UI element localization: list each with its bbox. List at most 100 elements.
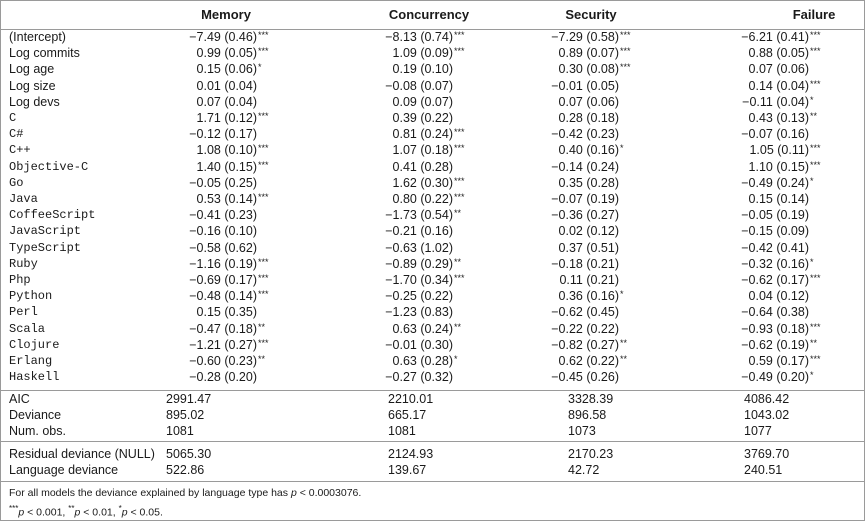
significance: * xyxy=(620,143,624,154)
significance: *** xyxy=(454,273,465,283)
column-header: Failure xyxy=(792,7,836,22)
footnote-text: ** xyxy=(68,504,75,513)
estimate: 0.39 (0.22) xyxy=(392,111,453,125)
estimate: −0.15 (0.09) xyxy=(741,224,809,239)
significance: *** xyxy=(454,30,465,40)
estimate: −0.25 (0.22) xyxy=(385,289,453,304)
estimate: −0.18 (0.21) xyxy=(551,256,619,271)
row-label: Java xyxy=(9,192,38,206)
statistic: 2991.47 xyxy=(166,392,212,406)
estimate: 0.15 (0.06) xyxy=(196,62,257,77)
row-label: JavaScript xyxy=(9,224,82,239)
estimate: 0.35 (0.28) xyxy=(558,175,619,190)
estimate: −0.28 (0.20) xyxy=(189,370,257,385)
estimate: −0.42 (0.41) xyxy=(741,240,809,255)
column-header: Security xyxy=(565,7,617,22)
estimate: 0.19 (0.10) xyxy=(392,62,453,77)
significance: *** xyxy=(258,337,269,348)
estimate: −1.21 (0.27) xyxy=(189,337,257,352)
estimate: 1.09 (0.09) xyxy=(392,46,453,61)
row-label: Num. obs. xyxy=(9,424,66,438)
significance: ** xyxy=(620,354,628,364)
significance: *** xyxy=(620,30,631,40)
row-label: Log age xyxy=(9,62,55,77)
estimate: 0.63 (0.28) xyxy=(392,354,453,368)
statistic: 42.72 xyxy=(568,463,600,477)
significance: ** xyxy=(810,111,818,121)
significance: *** xyxy=(454,127,465,138)
significance: *** xyxy=(454,46,465,57)
estimate: 0.01 (0.04) xyxy=(196,78,257,93)
significance: *** xyxy=(810,159,821,170)
statistic: 896.58 xyxy=(568,408,607,422)
significance: *** xyxy=(810,143,821,154)
significance: *** xyxy=(620,46,631,57)
estimate: −6.21 (0.41) xyxy=(741,30,809,44)
estimate: −0.11 (0.04) xyxy=(742,94,809,109)
significance: ** xyxy=(454,256,462,267)
estimate: 0.07 (0.06) xyxy=(558,94,619,109)
row-label: Log commits xyxy=(9,46,80,61)
estimate: 0.15 (0.35) xyxy=(196,305,257,320)
row-label: AIC xyxy=(9,392,30,406)
estimate: 1.71 (0.12) xyxy=(196,111,257,125)
row-label: (Intercept) xyxy=(9,30,66,44)
estimate: 0.40 (0.16) xyxy=(558,143,619,158)
statistic: 2210.01 xyxy=(388,392,434,406)
estimate: 0.09 (0.07) xyxy=(392,94,453,109)
significance: *** xyxy=(258,159,269,170)
statistic: 240.51 xyxy=(744,463,783,477)
estimate: 1.40 (0.15) xyxy=(196,159,257,174)
significance: *** xyxy=(620,62,631,73)
significance: *** xyxy=(454,175,465,186)
significance: *** xyxy=(454,192,465,202)
estimate: 0.15 (0.14) xyxy=(748,192,809,206)
statistic: 3769.70 xyxy=(744,447,790,461)
estimate: −0.48 (0.14) xyxy=(189,289,257,304)
estimate: 1.05 (0.11) xyxy=(749,143,809,158)
estimate: −1.16 (0.19) xyxy=(189,256,257,271)
estimate: −0.36 (0.27) xyxy=(551,208,619,223)
significance: * xyxy=(810,370,814,381)
significance: ** xyxy=(620,337,628,348)
section-rule xyxy=(1,441,864,442)
statistic: 139.67 xyxy=(388,463,427,477)
footnote-text: p xyxy=(121,506,128,519)
estimate: −1.73 (0.54) xyxy=(385,208,453,223)
estimate: 0.11 (0.21) xyxy=(559,273,619,287)
significance: *** xyxy=(258,192,269,202)
footnote-text: * xyxy=(118,504,122,513)
estimate: −0.47 (0.18) xyxy=(189,321,257,336)
estimate: −0.01 (0.30) xyxy=(385,337,453,352)
footnote-text: < 0.01, xyxy=(80,506,119,519)
estimate: −0.45 (0.26) xyxy=(551,370,619,385)
estimate: −0.49 (0.20) xyxy=(741,370,809,385)
significance: * xyxy=(454,354,458,364)
estimate: −0.63 (1.02) xyxy=(385,240,453,255)
row-label: Erlang xyxy=(9,354,53,368)
significance: *** xyxy=(258,111,269,121)
row-label: Perl xyxy=(9,305,38,320)
estimate: 0.28 (0.18) xyxy=(558,111,619,125)
row-label: Deviance xyxy=(9,408,62,422)
significance: *** xyxy=(810,321,821,332)
statistic: 3328.39 xyxy=(568,392,614,406)
footnote-text: *** xyxy=(9,504,19,513)
row-label: Log size xyxy=(9,78,56,93)
estimate: 0.41 (0.28) xyxy=(392,159,453,174)
significance: ** xyxy=(454,208,462,219)
estimate: 0.53 (0.14) xyxy=(196,192,257,206)
statistic: 4086.42 xyxy=(744,392,790,406)
estimate: −0.82 (0.27) xyxy=(551,337,619,352)
estimate: −0.69 (0.17) xyxy=(189,273,257,287)
row-label: Language deviance xyxy=(9,463,119,477)
estimate: 0.81 (0.24) xyxy=(392,127,453,142)
estimate: 0.37 (0.51) xyxy=(558,240,619,255)
significance: *** xyxy=(810,78,821,89)
row-label: Python xyxy=(9,289,53,304)
estimate: 1.62 (0.30) xyxy=(392,175,453,190)
statistic: 1081 xyxy=(388,424,416,438)
statistic: 1081 xyxy=(166,424,194,438)
estimate: −0.93 (0.18) xyxy=(741,321,809,336)
